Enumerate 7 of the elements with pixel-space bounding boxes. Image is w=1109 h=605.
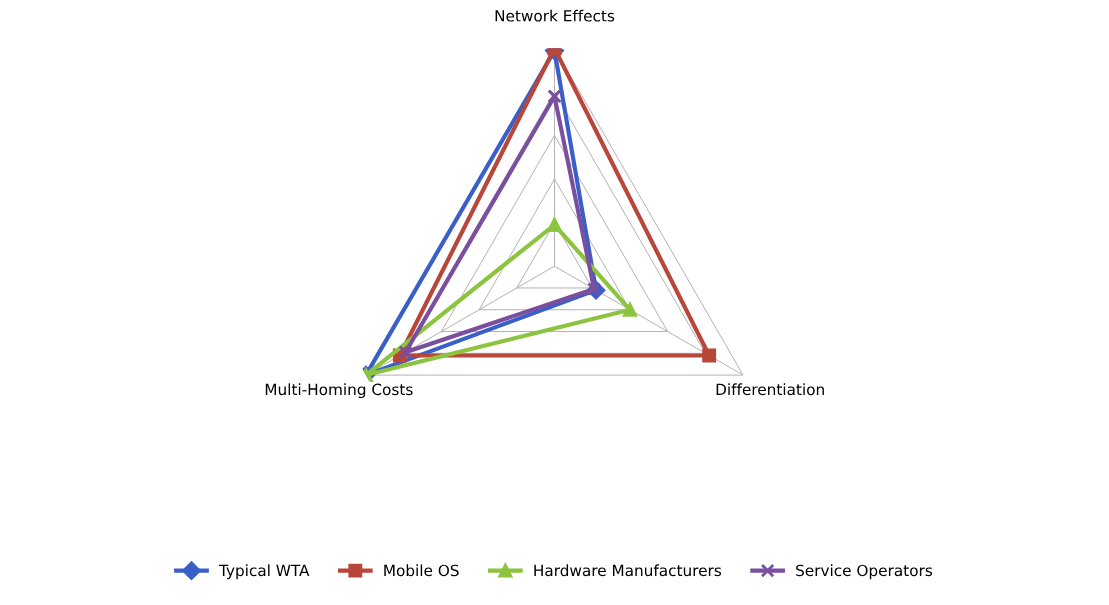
legend-label: Typical WTA [218,564,310,580]
legend-label: Mobile OS [384,564,459,577]
spoke-label: Network Effects [495,9,615,22]
spoke-label: Differentiation [716,383,824,396]
legend-label: Service Operators [796,564,933,580]
legend-label: Hardware Manufacturers [534,564,722,577]
spoke-label: Multi-Homing Costs [265,383,413,399]
